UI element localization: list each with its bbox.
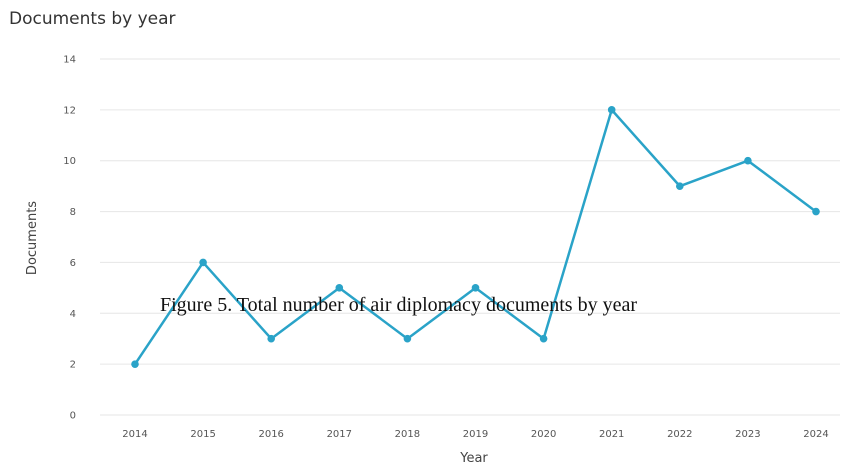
chart-title: Documents by year <box>9 9 176 29</box>
data-point <box>676 182 684 190</box>
data-point <box>199 258 207 267</box>
y-tick-label: 10 <box>63 156 76 167</box>
y-tick-label: 8 <box>70 207 76 218</box>
x-tick-label: 2023 <box>735 429 760 440</box>
y-tick-label: 4 <box>70 309 76 320</box>
data-point <box>471 284 480 292</box>
data-point <box>812 207 820 216</box>
data-point <box>131 360 139 368</box>
x-axis-label: Year <box>459 451 488 466</box>
data-point <box>744 156 752 165</box>
x-tick-label: 2016 <box>258 429 283 440</box>
y-tick-label: 6 <box>70 258 76 269</box>
x-tick-label: 2019 <box>463 429 488 440</box>
y-tick-label: 2 <box>70 360 76 371</box>
data-points <box>131 106 820 368</box>
x-tick-label: 2024 <box>803 429 828 440</box>
data-point <box>267 334 276 343</box>
x-tick-label: 2022 <box>667 429 692 440</box>
data-point <box>335 284 344 292</box>
x-tick-label: 2018 <box>395 429 420 440</box>
y-tick-labels: 0 2 4 6 8 10 12 14 <box>63 55 76 422</box>
x-tick-label: 2014 <box>122 429 147 440</box>
x-tick-label: 2020 <box>531 429 556 440</box>
y-tick-label: 14 <box>63 55 76 66</box>
data-point <box>607 106 616 114</box>
x-tick-labels: 2014 2015 2016 2017 2018 2019 2020 2021 2022 2023… <box>122 429 828 440</box>
figure-caption: Figure 5. Total number of air diplomacy … <box>160 294 638 316</box>
y-tick-label: 12 <box>63 105 76 116</box>
x-tick-label: 2021 <box>599 429 624 440</box>
data-point <box>539 334 548 343</box>
series-line <box>133 108 817 365</box>
data-point <box>403 334 412 343</box>
y-tick-label: 0 <box>70 411 76 422</box>
y-axis-label: Documents <box>25 201 40 275</box>
grid-lines <box>100 58 840 416</box>
x-tick-label: 2017 <box>327 429 352 440</box>
x-tick-label: 2015 <box>190 429 215 440</box>
